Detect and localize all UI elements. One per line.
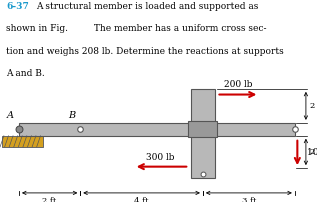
Bar <box>19 123 295 136</box>
Text: tion and weighs 208 lb. Determine the reactions at supports: tion and weighs 208 lb. Determine the re… <box>6 47 284 56</box>
Bar <box>2 136 43 147</box>
Text: 2 ft: 2 ft <box>310 148 317 156</box>
Text: A structural member is loaded and supported as: A structural member is loaded and suppor… <box>36 2 259 11</box>
Text: 4 ft: 4 ft <box>134 197 149 202</box>
Text: 200 lb: 200 lb <box>224 80 253 89</box>
Text: 100 lb: 100 lb <box>307 148 317 157</box>
Text: A: A <box>7 111 14 120</box>
Text: B: B <box>68 111 75 120</box>
Text: 2 ft: 2 ft <box>42 197 57 202</box>
Text: shown in Fig.         The member has a uniform cross sec-: shown in Fig. The member has a uniform c… <box>6 24 267 33</box>
Text: 6-37: 6-37 <box>6 2 29 11</box>
Text: 3 ft: 3 ft <box>242 197 256 202</box>
Text: 300 lb: 300 lb <box>146 153 175 162</box>
Bar <box>191 89 215 178</box>
Text: A and B.: A and B. <box>6 69 45 79</box>
Bar <box>188 121 217 137</box>
Text: 2 ft: 2 ft <box>310 102 317 110</box>
